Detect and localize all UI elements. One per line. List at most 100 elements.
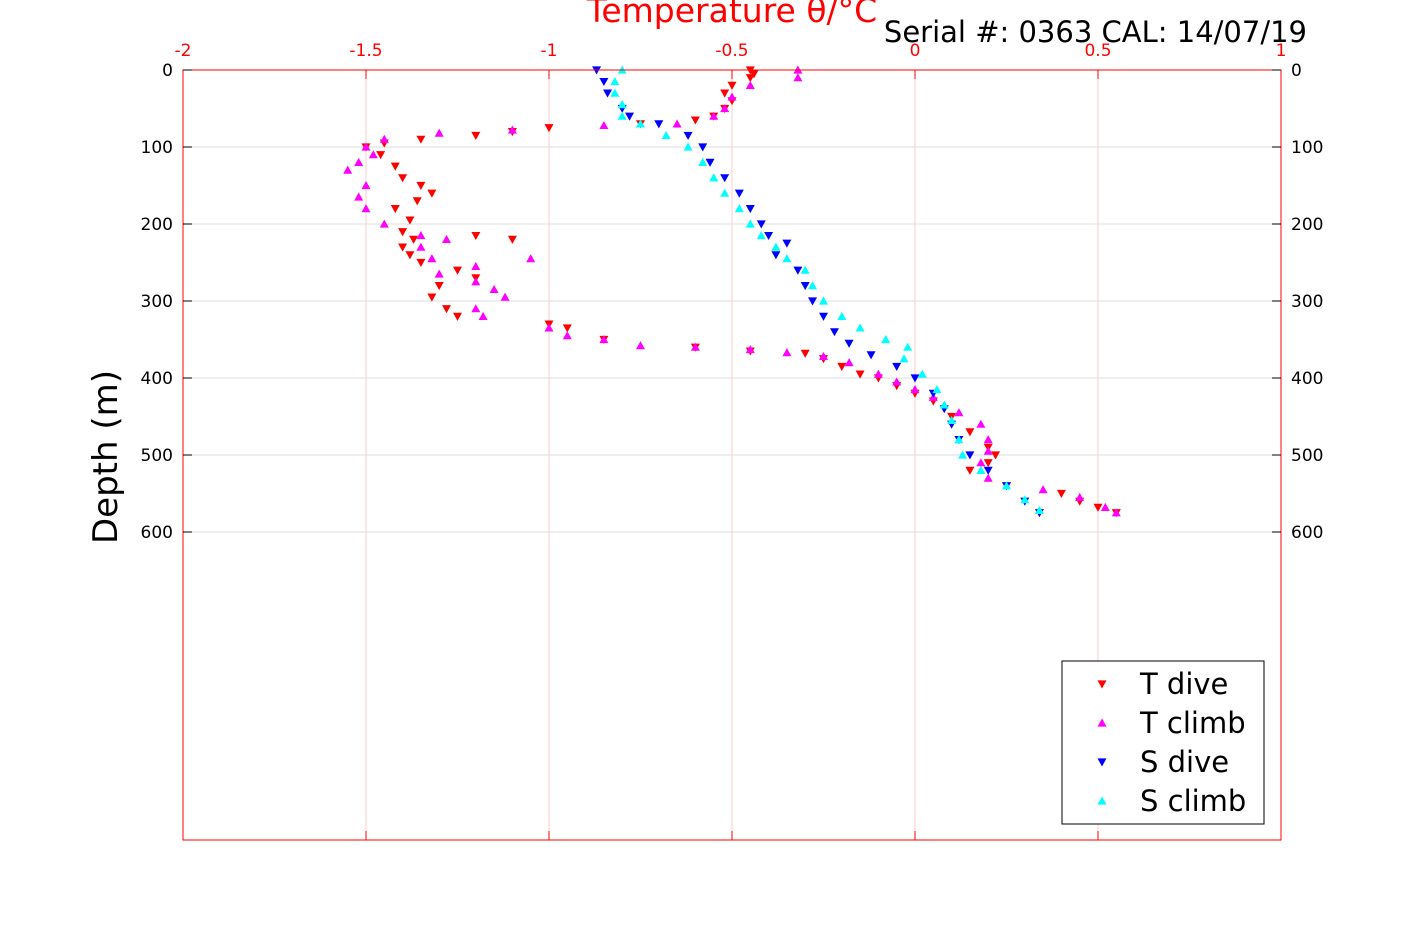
data-point (471, 277, 481, 286)
data-point (965, 451, 975, 460)
data-point (709, 173, 719, 182)
data-point (544, 124, 554, 133)
data-point (734, 189, 744, 198)
data-point (764, 231, 774, 241)
data-point (599, 335, 609, 344)
data-point (416, 258, 426, 267)
data-point (965, 428, 975, 437)
data-point (855, 370, 865, 379)
data-point (471, 131, 481, 140)
chart-title: Temperature θ/°C (586, 0, 877, 30)
data-point (939, 400, 949, 409)
data-point (892, 362, 902, 371)
data-point (720, 188, 730, 197)
data-point (698, 157, 708, 166)
legend-marker (1097, 680, 1107, 689)
data-point (471, 261, 481, 270)
data-point (947, 415, 957, 424)
legend-marker (1097, 758, 1107, 767)
data-point (416, 181, 426, 190)
x-tick-label: -2 (175, 41, 192, 61)
data-point (1075, 492, 1085, 501)
data-point (526, 254, 536, 263)
data-point (782, 254, 792, 263)
data-point (625, 112, 635, 121)
data-point (610, 77, 620, 86)
data-point (361, 142, 371, 151)
data-point (683, 142, 693, 151)
data-point (819, 312, 828, 321)
data-point (745, 205, 755, 214)
legend-marker (1097, 718, 1107, 727)
data-point (636, 341, 645, 350)
data-point (829, 328, 839, 337)
data-point (756, 231, 766, 240)
y-tick-label-left: 600 (141, 523, 173, 543)
data-point (398, 174, 408, 183)
data-point (683, 131, 693, 140)
data-point (489, 284, 499, 294)
data-point (709, 111, 719, 120)
x-tick-label: -0.5 (715, 41, 748, 61)
data-point (983, 473, 993, 482)
legend-marker (1097, 796, 1107, 805)
legend-box (1061, 660, 1265, 825)
data-point (416, 135, 426, 144)
data-point (471, 231, 481, 241)
data-point (390, 205, 400, 214)
y-tick-label-left: 400 (141, 369, 173, 389)
data-point (965, 466, 975, 475)
data-point (910, 385, 920, 394)
data-point (1056, 489, 1066, 498)
data-point (745, 345, 755, 354)
data-point (368, 150, 378, 159)
data-point (599, 77, 609, 87)
data-point (453, 312, 462, 321)
data-point (954, 408, 964, 417)
data-point (1034, 505, 1044, 515)
data-point (453, 266, 462, 275)
data-point (903, 342, 913, 351)
data-point (793, 266, 803, 275)
data-point (771, 251, 781, 260)
data-point (416, 231, 426, 240)
data-point (412, 197, 422, 206)
data-point (471, 304, 481, 313)
data-point (705, 158, 715, 167)
data-point (654, 120, 664, 129)
data-point (562, 324, 572, 333)
data-point (976, 465, 986, 474)
legend-label: T climb (1139, 706, 1246, 740)
data-point (720, 174, 730, 183)
data-point (954, 435, 964, 444)
data-point (819, 351, 828, 361)
data-point (661, 130, 671, 140)
y-tick-label-right: 500 (1291, 446, 1323, 466)
data-point (690, 116, 700, 125)
data-point (976, 419, 986, 428)
data-point (427, 293, 437, 302)
data-point (427, 189, 437, 198)
y-tick-label-right: 100 (1291, 138, 1323, 158)
y-axis-label: Depth (m) (86, 370, 126, 544)
data-point (379, 134, 389, 143)
data-point (610, 88, 620, 97)
legend-label: T dive (1139, 667, 1228, 701)
data-point (844, 358, 854, 367)
data-point (478, 311, 488, 320)
data-point (1038, 485, 1048, 494)
data-point (844, 339, 854, 348)
data-point (800, 282, 810, 291)
series-t-climb (343, 65, 1121, 517)
y-tick-label-right: 400 (1291, 369, 1323, 389)
data-point (727, 81, 737, 90)
data-point (409, 235, 419, 244)
y-tick-label-left: 0 (162, 61, 173, 81)
x-tick-label: -1 (541, 41, 558, 61)
data-point (819, 296, 828, 305)
y-tick-label-left: 500 (141, 446, 173, 466)
data-point (771, 242, 781, 251)
data-point (881, 335, 891, 344)
data-point (398, 228, 408, 237)
data-point (1111, 508, 1121, 517)
